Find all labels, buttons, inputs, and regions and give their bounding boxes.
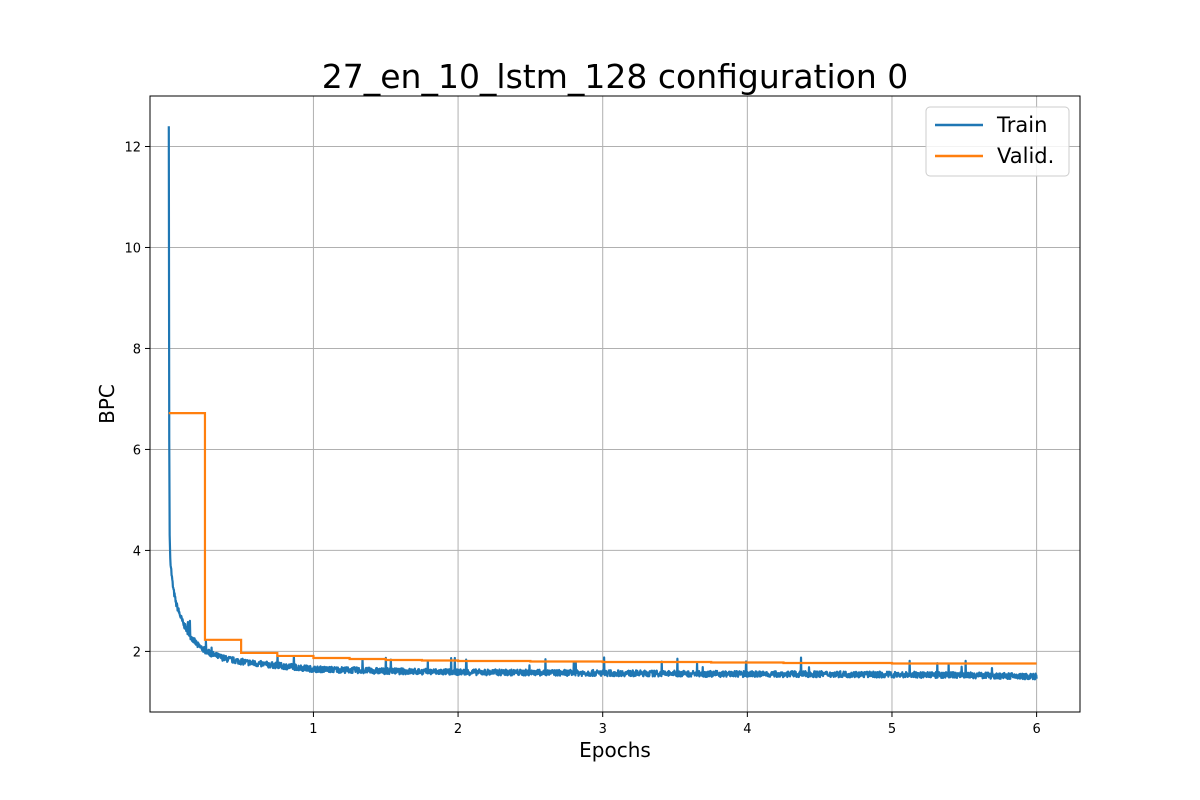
grid — [150, 96, 1080, 712]
y-tick-label: 4 — [133, 544, 141, 559]
y-tick-label: 10 — [124, 241, 141, 256]
chart-title: 27_en_10_lstm_128 configuration 0 — [322, 57, 909, 96]
x-axis-label: Epochs — [579, 738, 651, 762]
legend-label-train: Train — [996, 113, 1047, 137]
train-series-line — [167, 126, 1038, 681]
plot-frame — [149, 95, 1081, 713]
x-tick-label: 2 — [454, 722, 462, 737]
y-tick-label: 6 — [133, 443, 141, 458]
y-tick-label: 2 — [133, 645, 141, 660]
y-axis-label: BPC — [95, 384, 119, 424]
y-tick-label: 8 — [133, 342, 141, 357]
x-tick-label: 1 — [309, 722, 317, 737]
x-tick-label: 3 — [599, 722, 607, 737]
y-tick-label: 12 — [124, 140, 141, 155]
x-tick-label: 6 — [1032, 722, 1040, 737]
x-tick-label: 5 — [888, 722, 896, 737]
series-layer — [167, 126, 1038, 681]
legend: Train Valid. — [925, 106, 1070, 177]
valid-series-line — [168, 411, 1037, 665]
legend-label-valid: Valid. — [997, 144, 1054, 168]
x-tick-label: 4 — [743, 722, 751, 737]
